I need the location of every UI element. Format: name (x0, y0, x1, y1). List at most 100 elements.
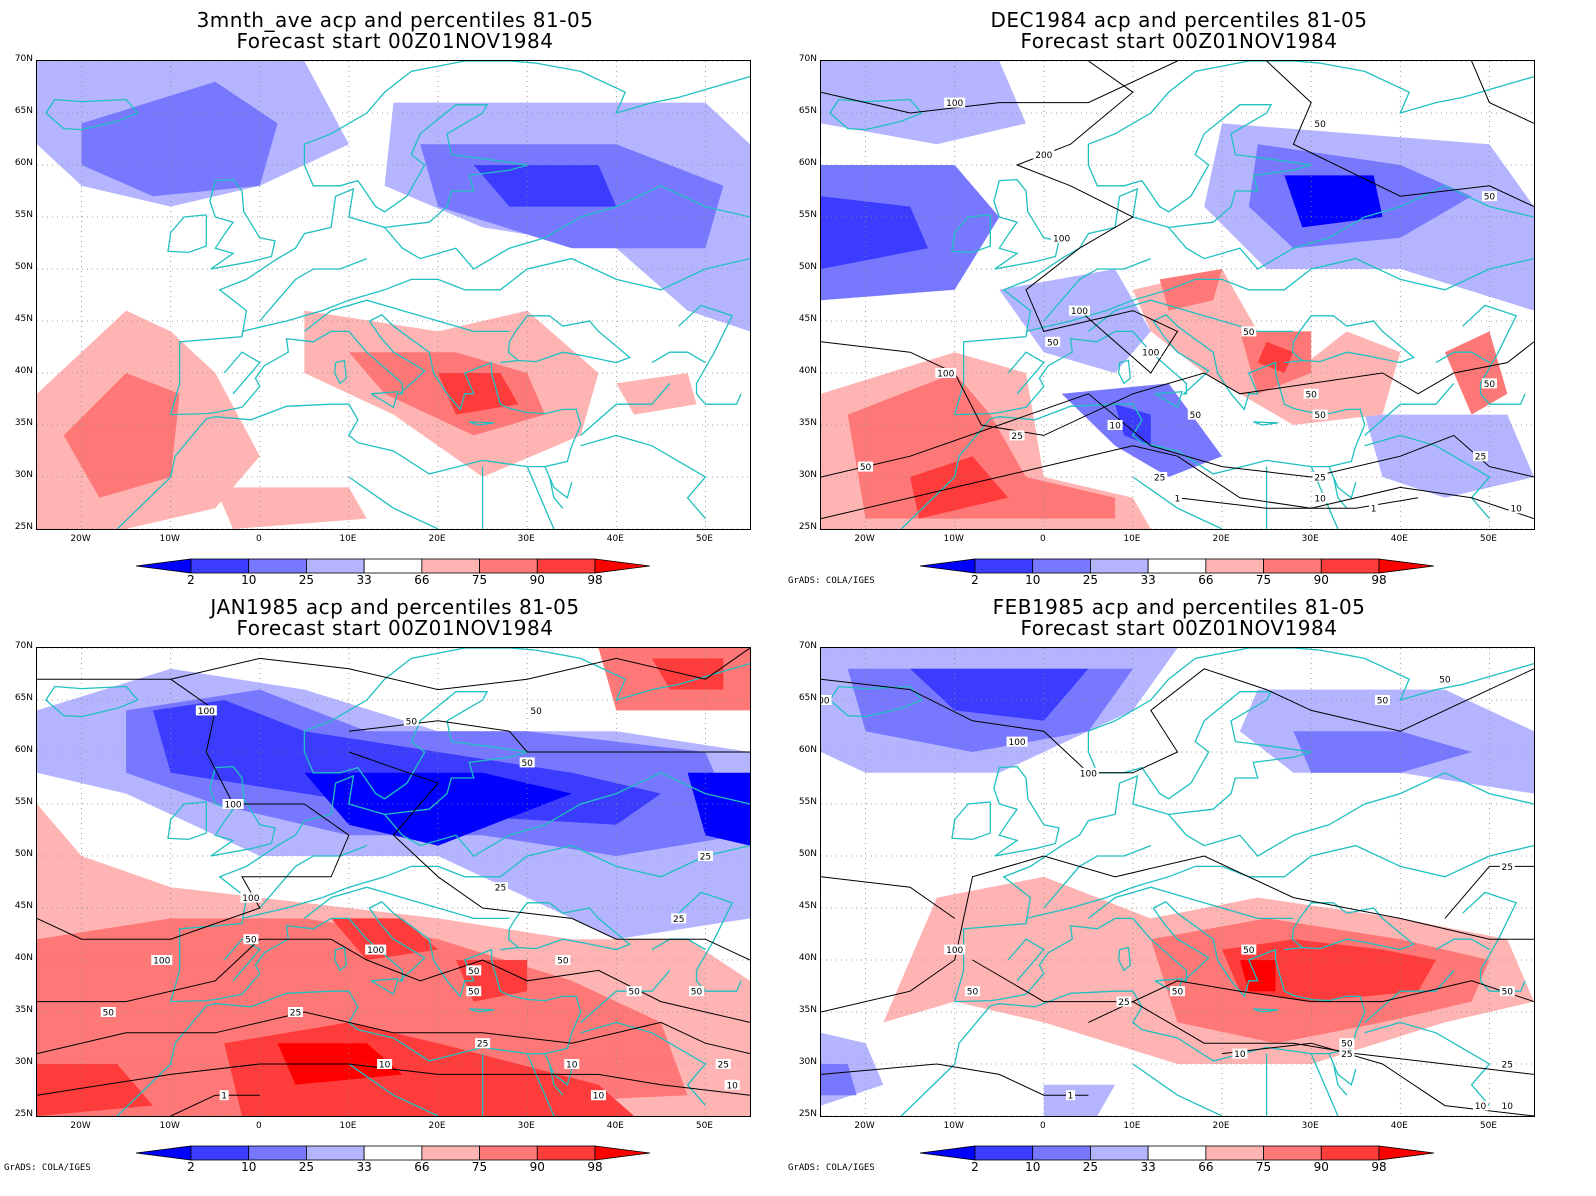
contour-line (821, 855, 1534, 1013)
contour-label: 50 (245, 936, 257, 946)
coastline (1462, 304, 1526, 405)
coastline (951, 214, 991, 254)
coastline (954, 648, 1534, 1002)
colorbar-label: 33 (356, 573, 372, 587)
colorbar-label: 66 (414, 1160, 430, 1174)
coastline (1328, 466, 1357, 499)
contour-line (1444, 865, 1534, 919)
coastline (1310, 1053, 1339, 1116)
coastline (678, 304, 742, 405)
panel-title: DEC1984 acp and percentiles 81-05 (990, 8, 1368, 32)
contour-label: 1 (1371, 505, 1377, 515)
lon-label: 20W (854, 1121, 875, 1131)
lon-label: 10W (943, 1121, 964, 1131)
colorbar-swatch (421, 1145, 480, 1161)
coastline (1088, 299, 1294, 333)
contour-label-bg (1312, 118, 1328, 129)
contour-line (348, 751, 750, 961)
shaded-region (1239, 960, 1276, 992)
shaded-region (687, 772, 750, 846)
contour-label: 50 (1314, 120, 1326, 130)
contour-label: 25 (718, 1061, 729, 1071)
contour-label-bg (944, 97, 966, 108)
lat-label: 35N (14, 418, 33, 428)
coastline (1253, 1008, 1279, 1013)
shaded-region (821, 61, 1026, 145)
colorbar-label: 10 (241, 1160, 257, 1174)
lon-label: 40E (606, 1121, 624, 1131)
colorbar-label: 25 (298, 1160, 315, 1174)
coastline (544, 1053, 573, 1086)
contour-line (1177, 497, 1419, 509)
coastline (259, 257, 368, 322)
contour-label: 50 (967, 988, 979, 998)
colorbar-label: 75 (1255, 573, 1272, 587)
contour-label-bg (689, 986, 705, 997)
colorbar (919, 558, 1435, 574)
lon-label: 50E (695, 534, 713, 544)
coastline (170, 648, 750, 1002)
lat-label: 65N (798, 106, 817, 116)
panel-subtitle: Forecast start 00Z01NOV1984 (1020, 616, 1338, 640)
colorbar (135, 558, 651, 574)
lat-label: 35N (798, 418, 817, 428)
contour-label-bg (697, 851, 713, 861)
lat-label: 55N (798, 797, 817, 807)
colorbar-wrap (135, 558, 651, 578)
contour-label-bg (1068, 305, 1090, 316)
coastline (1025, 257, 1534, 333)
shaded-region (910, 456, 1009, 519)
contour-label-bg (243, 934, 259, 945)
colorbar-swatch (1378, 558, 1435, 574)
contour-label-bg (1437, 674, 1453, 685)
colorbar-swatch (1320, 558, 1380, 574)
contour-label-bg (519, 757, 535, 768)
coastline (1007, 351, 1045, 395)
contour-label-bg (365, 944, 387, 955)
coastline (526, 1053, 555, 1116)
coastline (1435, 351, 1490, 364)
contour-label-bg (377, 1059, 393, 1069)
colorbar-swatch (1263, 558, 1322, 574)
colorbar-swatch (919, 558, 976, 574)
contour-label-bg (1051, 232, 1073, 243)
coastline (1435, 938, 1490, 951)
coastline (384, 185, 750, 270)
contour-label: 10 (1502, 1102, 1514, 1112)
coastline (167, 801, 207, 841)
lat-label: 40N (798, 366, 817, 376)
contour-label-bg (1107, 420, 1123, 430)
contour-label-bg (100, 1007, 116, 1017)
contour-label-bg (671, 913, 687, 924)
lat-label: 25N (14, 522, 33, 532)
contour-label-bg (1312, 492, 1328, 503)
shaded-region (821, 196, 928, 269)
contour-line (1015, 61, 1179, 374)
lon-label: 30E (517, 1121, 535, 1131)
lat-label: 45N (14, 901, 33, 911)
coastline (334, 946, 347, 972)
contour-label-bg (466, 986, 482, 997)
coastline (580, 434, 707, 520)
lat-label: 55N (798, 210, 817, 220)
contour-label-bg (1312, 409, 1328, 420)
lat-label: 65N (798, 693, 817, 703)
contour-label: 50 (860, 463, 872, 473)
contour-label: 25 (1502, 1061, 1513, 1071)
coastline (384, 772, 750, 857)
contour-label: 200 (1035, 151, 1052, 161)
contour-label: 50 (557, 957, 569, 967)
colorbar-label: 90 (529, 573, 545, 587)
contour-label-bg (1170, 986, 1185, 997)
contour-line (37, 1011, 750, 1055)
contour-line (37, 678, 350, 940)
contour-label-bg (1077, 767, 1099, 778)
coastline (829, 98, 923, 131)
colorbar-swatch (1147, 558, 1207, 574)
panel-subtitle: Forecast start 00Z01NOV1984 (1020, 29, 1338, 53)
lat-label: 30N (798, 1057, 817, 1067)
contour-label: 50 (1172, 988, 1184, 998)
shaded-region (438, 373, 519, 415)
lon-label: 20E (1212, 1121, 1230, 1131)
coastline (370, 390, 399, 409)
